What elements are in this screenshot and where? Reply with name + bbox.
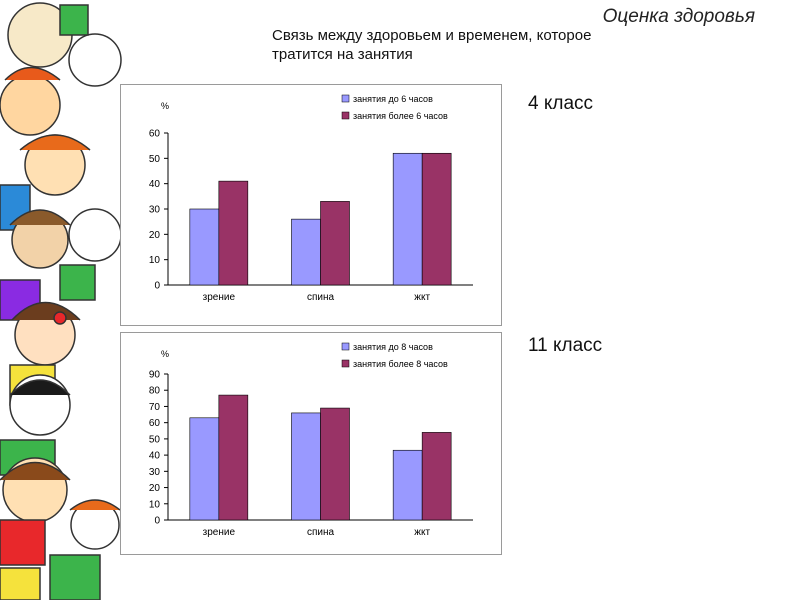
kid-face-3 (0, 74, 61, 136)
bar-series2 (421, 152, 452, 286)
y-tick-label: 30 (149, 467, 161, 478)
y-tick-label: 60 (149, 418, 161, 429)
subtitle: Связь между здоровьем и временем, которо… (272, 26, 672, 64)
legend-label: занятия более 6 часов (353, 111, 448, 121)
chart-grade-11: % 0 10 20 30 40 50 60 70 80 90 зрение спина жкт заняти… (120, 332, 502, 555)
legend-swatch (341, 111, 350, 120)
bar-series2 (320, 407, 350, 521)
kid-hair-7 (69, 499, 121, 511)
kid-face-5 (68, 208, 122, 262)
header-title: Оценка здоровья (602, 6, 755, 27)
bar-series1 (189, 417, 220, 521)
y-tick-label: 10 (149, 255, 161, 266)
x-category-label: жкт (414, 292, 430, 303)
y-tick-label: 50 (149, 434, 161, 445)
kid-bow (53, 311, 67, 325)
x-category-label: спина (307, 527, 335, 538)
kid-shirt-9 (0, 567, 41, 600)
legend-label: занятия до 8 часов (353, 342, 433, 352)
bar-series2 (421, 432, 452, 521)
bar-series1 (189, 208, 220, 286)
bar-series1 (392, 449, 423, 521)
y-tick-label: 30 (149, 205, 161, 216)
kid-hair-6 (0, 461, 71, 481)
bar-series1 (291, 412, 321, 521)
y-tick-label: 90 (149, 370, 161, 381)
kid-shirt-8 (49, 554, 101, 600)
grade-label-4: 4 класс (528, 93, 594, 114)
legend-label: занятия до 6 часов (353, 94, 433, 104)
legend-label: занятия более 8 часов (353, 359, 448, 369)
decorative-kids-illustration (0, 2, 122, 600)
y-tick-label: 60 (149, 129, 161, 140)
y-tick-label: 40 (149, 179, 161, 190)
grade-label-11: 11 класс (528, 335, 603, 356)
y-tick-label: 50 (149, 154, 161, 165)
chart-svg: % 0 10 20 30 40 50 60 зрение спина жкт занятия до 6… (149, 94, 473, 303)
legend-swatch (341, 359, 350, 368)
chart-grade-4: % 0 10 20 30 40 50 60 зрение спина жкт занятия до 6… (120, 84, 502, 326)
y-tick-label: 80 (149, 386, 161, 397)
bar-series2 (218, 394, 249, 521)
y-tick-label: 10 (149, 499, 161, 510)
kid-shirt-3 (59, 264, 96, 301)
subtitle-line-2: тратится на занятия (272, 46, 413, 63)
legend-swatch (341, 342, 350, 351)
kid-shirt-7 (0, 519, 46, 566)
kid-hair-5 (9, 379, 71, 396)
y-axis-label: % (161, 101, 169, 111)
bar-series1 (291, 218, 321, 286)
x-category-label: жкт (414, 527, 430, 538)
x-category-label: зрение (203, 292, 236, 303)
y-tick-label: 0 (154, 281, 160, 292)
y-tick-label: 20 (149, 230, 161, 241)
bar-series2 (320, 201, 350, 286)
y-tick-label: 70 (149, 402, 161, 413)
kid-hair-2 (19, 134, 91, 151)
kid-hair-1 (4, 66, 61, 81)
x-category-label: зрение (203, 527, 236, 538)
chart-svg: % 0 10 20 30 40 50 60 70 80 90 зрение спина жкт заняти… (149, 342, 473, 538)
y-tick-label: 40 (149, 451, 161, 462)
y-axis-label: % (161, 349, 169, 359)
x-category-label: спина (307, 292, 335, 303)
bar-series1 (392, 152, 423, 286)
kid-shirt-1 (59, 4, 89, 36)
y-tick-label: 20 (149, 483, 161, 494)
y-tick-label: 0 (154, 516, 160, 527)
legend-swatch (341, 94, 350, 103)
kid-face-2 (68, 33, 122, 87)
subtitle-line-1: Связь между здоровьем и временем, которо… (272, 27, 592, 44)
kid-hair-3 (9, 209, 71, 226)
bar-series2 (218, 180, 249, 286)
